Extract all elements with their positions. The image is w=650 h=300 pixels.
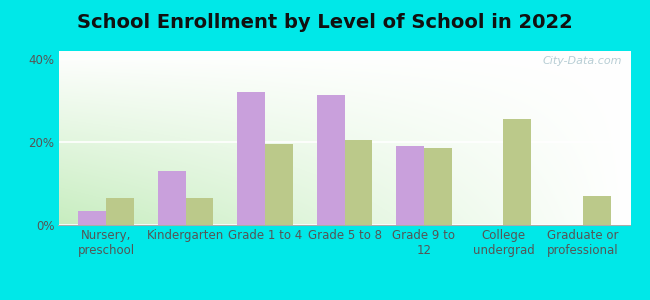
Bar bbox=[317, 94, 345, 225]
Bar bbox=[237, 92, 265, 225]
Bar bbox=[79, 211, 106, 225]
Bar bbox=[583, 196, 610, 225]
Bar bbox=[158, 171, 186, 225]
Text: City-Data.com: City-Data.com bbox=[542, 56, 622, 66]
Bar bbox=[396, 146, 424, 225]
Text: School Enrollment by Level of School in 2022: School Enrollment by Level of School in … bbox=[77, 14, 573, 32]
Bar bbox=[265, 144, 293, 225]
Bar bbox=[106, 198, 134, 225]
Bar bbox=[186, 198, 213, 225]
Legend: Zip code 58721, North Dakota: Zip code 58721, North Dakota bbox=[206, 299, 483, 300]
Bar bbox=[424, 148, 452, 225]
Bar bbox=[503, 119, 531, 225]
Bar bbox=[344, 140, 372, 225]
